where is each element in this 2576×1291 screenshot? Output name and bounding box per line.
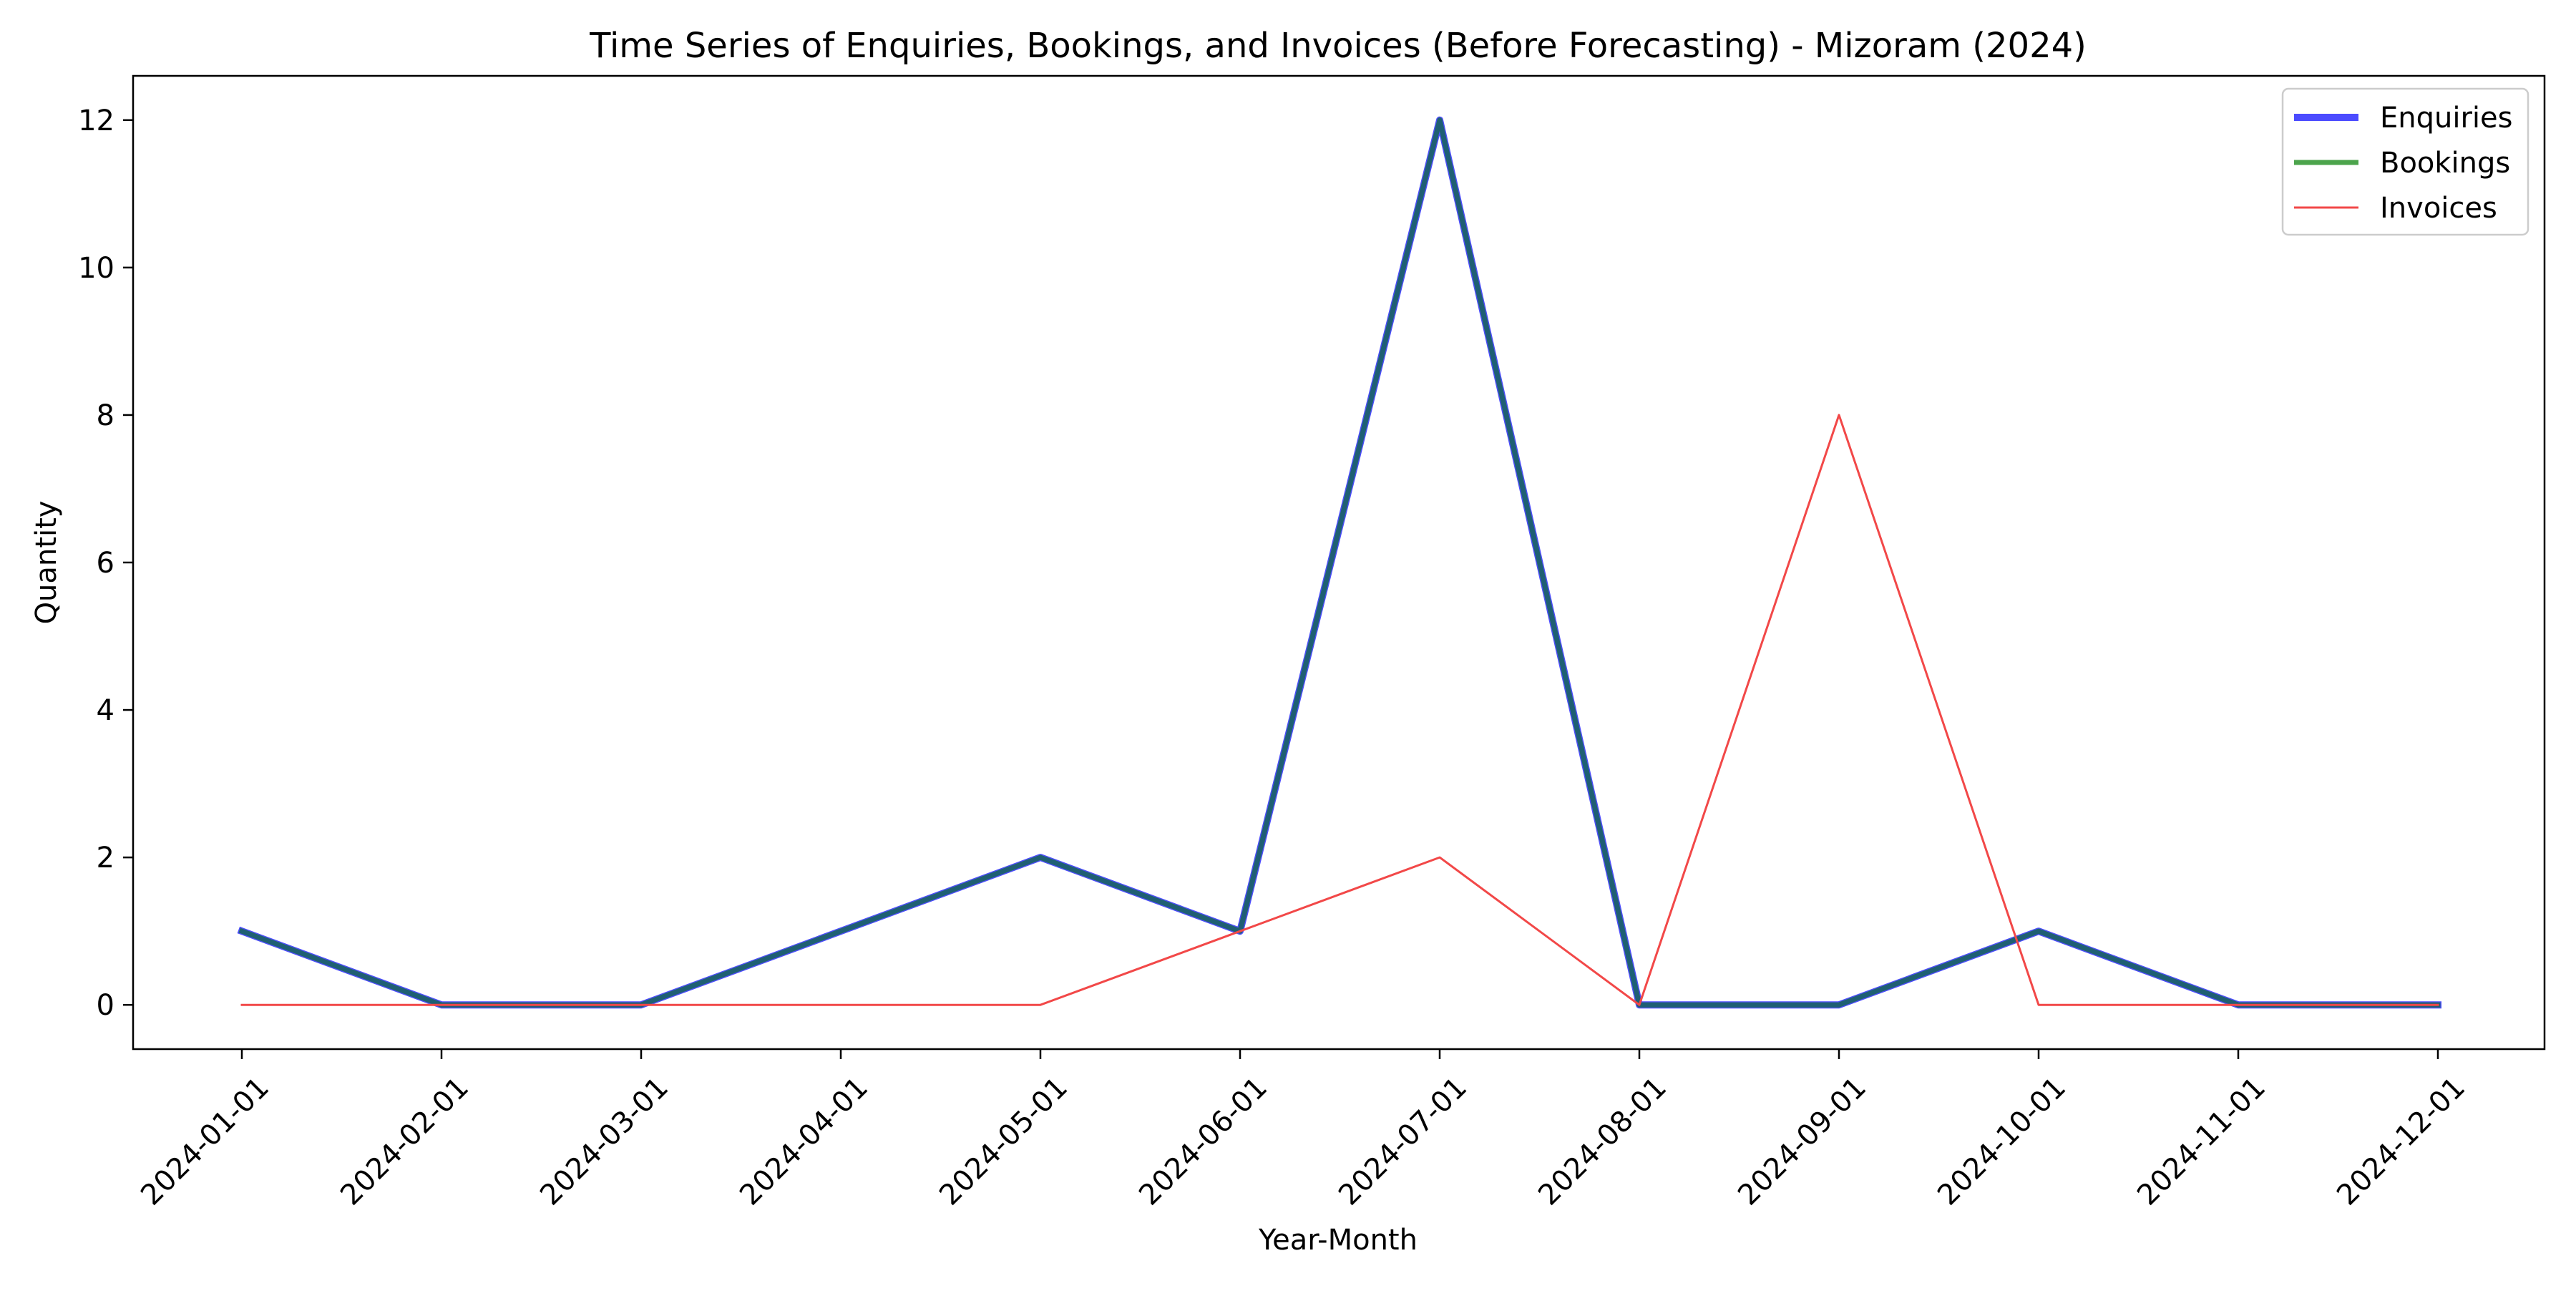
legend: Enquiries Bookings Invoices <box>2281 87 2529 236</box>
y-axis-label: Quantity <box>30 501 63 625</box>
y-tick-label: 12 <box>78 104 114 137</box>
y-tick-label: 0 <box>97 989 114 1022</box>
legend-label-enquiries: Enquiries <box>2380 102 2513 135</box>
y-tick-label: 4 <box>97 694 114 727</box>
y-tick-label: 2 <box>97 842 114 875</box>
y-tick-label: 10 <box>78 252 114 285</box>
series-line-invoices <box>240 414 2439 1006</box>
legend-box <box>2281 87 2529 236</box>
y-axis-ticks: 0 2 4 6 8 10 12 <box>78 104 133 1022</box>
legend-label-bookings: Bookings <box>2380 147 2510 180</box>
series-layer <box>237 116 2441 1009</box>
y-tick-label: 6 <box>97 547 114 580</box>
legend-label-invoices: Invoices <box>2380 192 2497 225</box>
legend-entries: Enquiries Bookings Invoices <box>2294 102 2513 225</box>
chart-title: Time Series of Enquiries, Bookings, and … <box>589 26 2087 66</box>
x-axis-label: Year-Month <box>1258 1224 1418 1257</box>
y-tick-label: 8 <box>97 399 114 432</box>
